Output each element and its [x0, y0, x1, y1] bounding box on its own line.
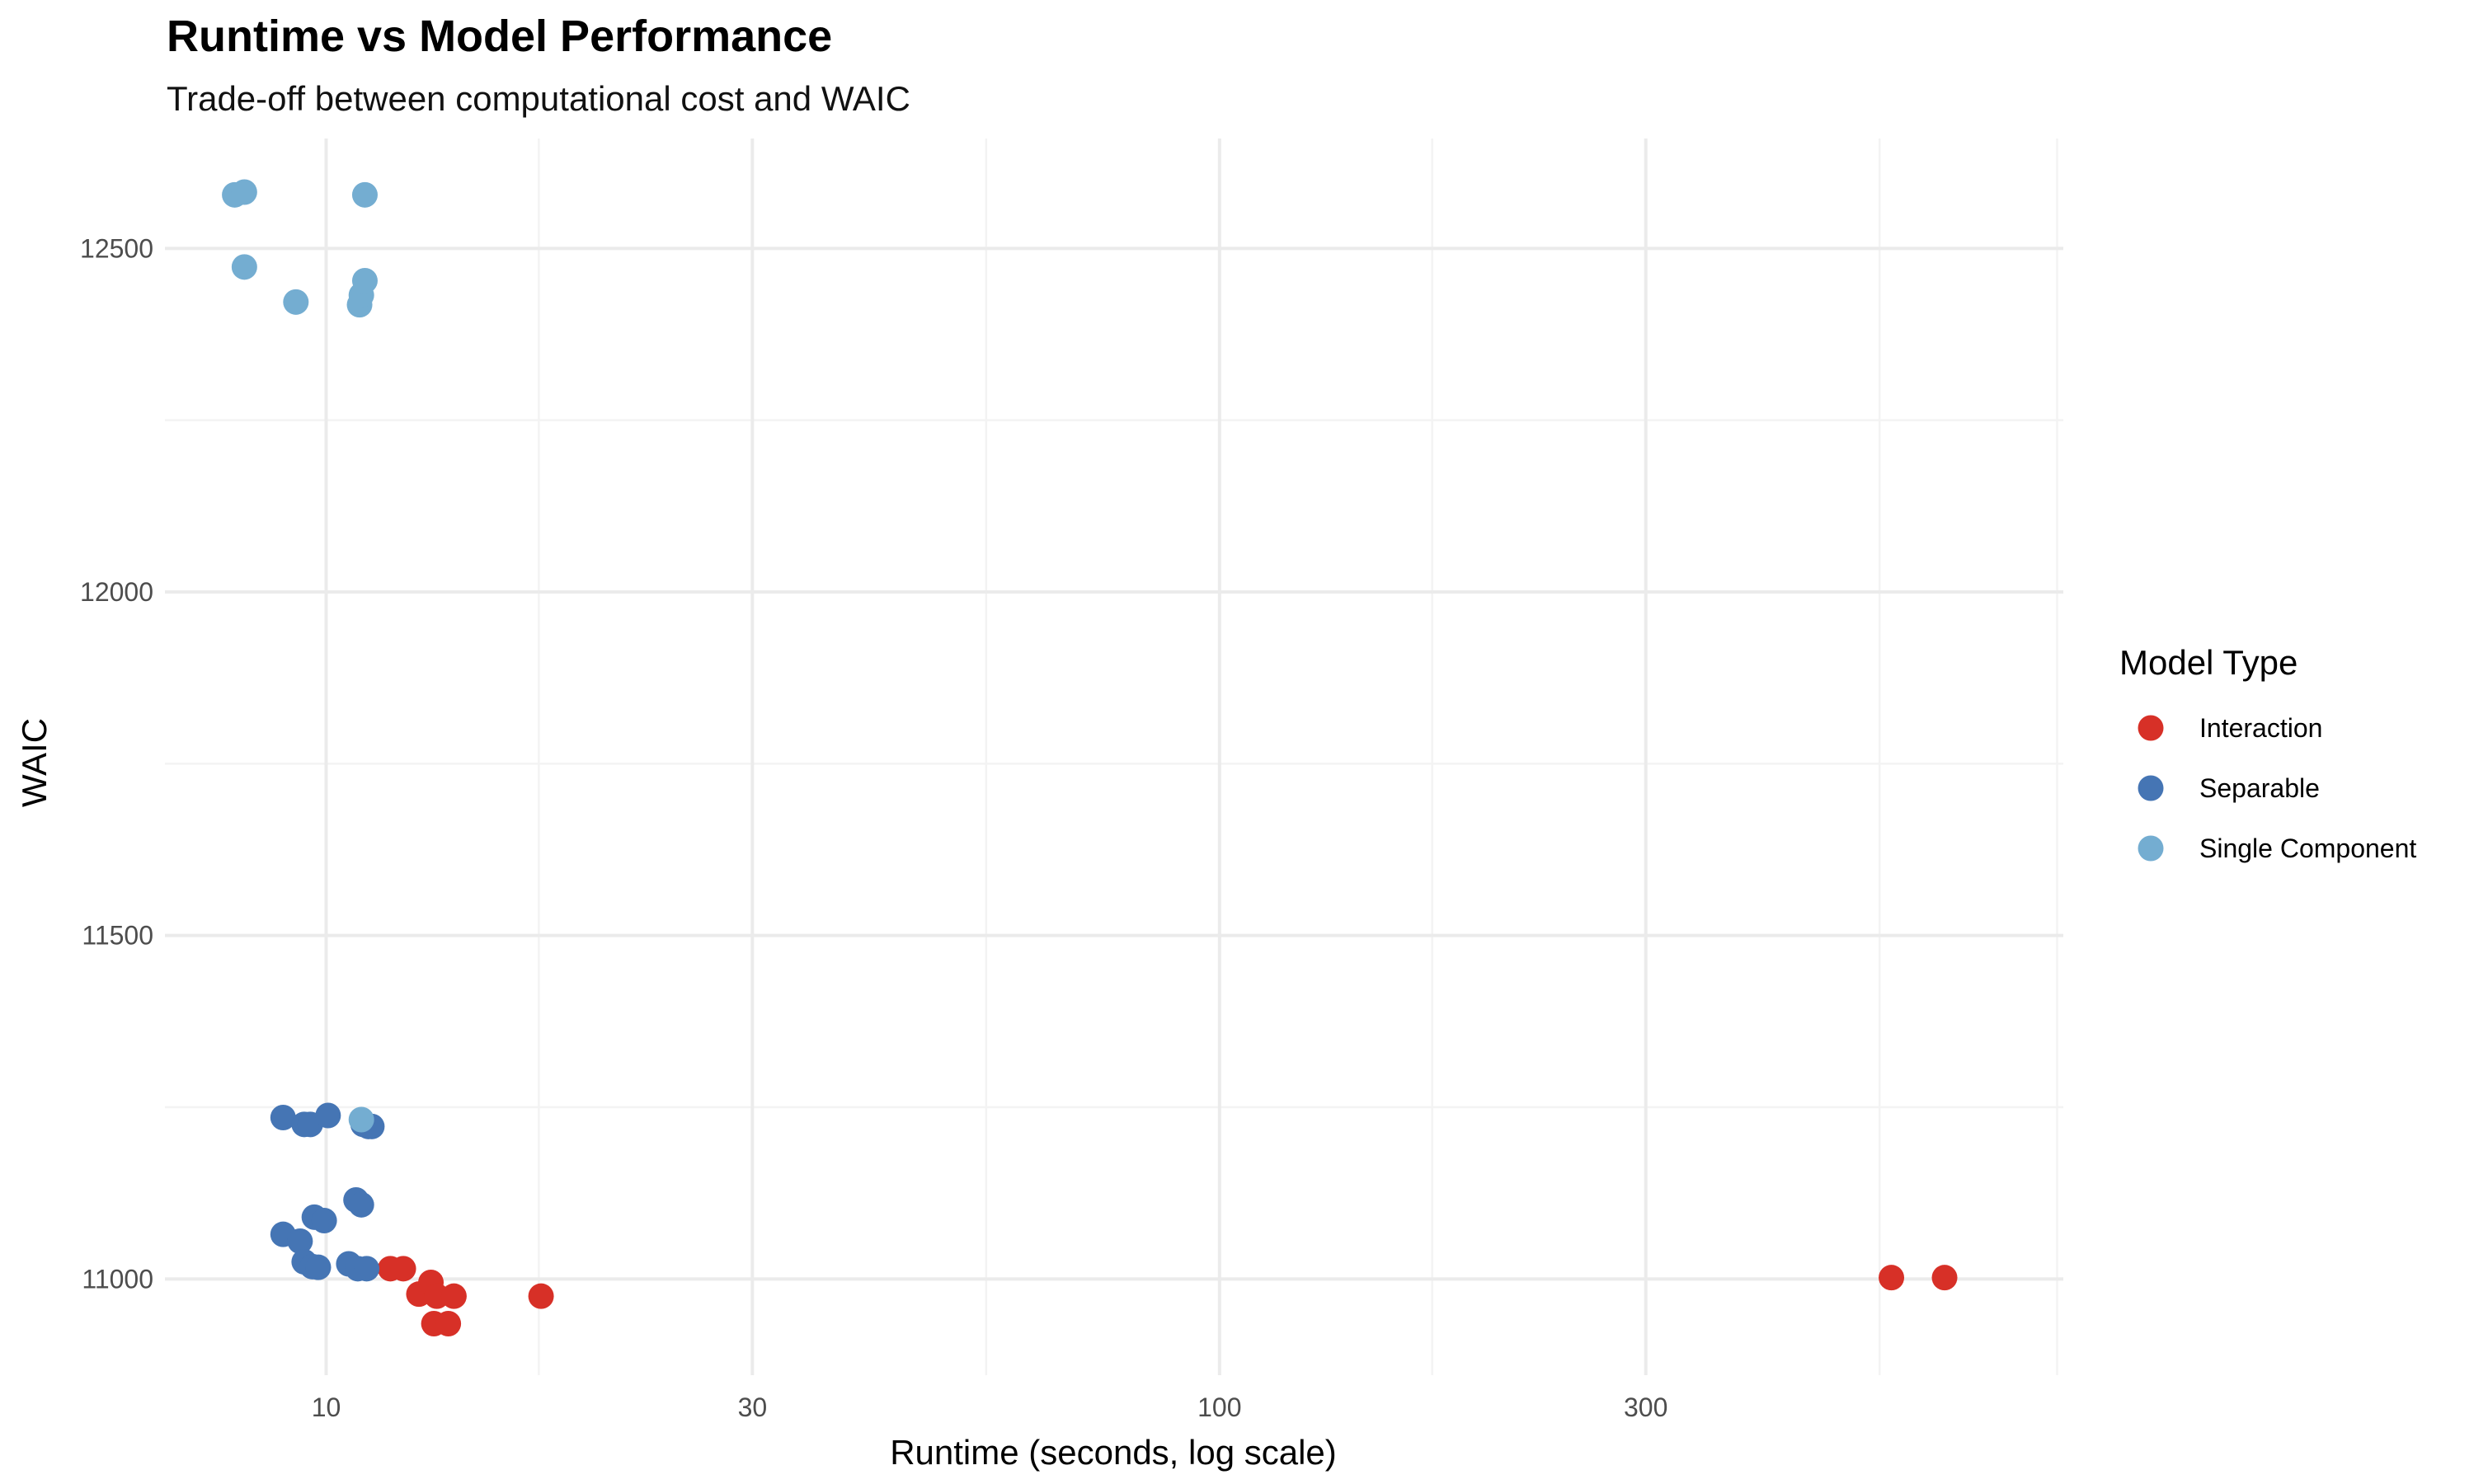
series-single-component — [222, 179, 378, 1133]
legend-items: Interaction Separable Single Component — [2138, 713, 2416, 863]
chart-title: Runtime vs Model Performance — [167, 12, 832, 61]
legend-label: Separable — [2199, 773, 2320, 803]
legend-key — [2138, 835, 2164, 862]
data-points — [222, 179, 1958, 1336]
data-point — [348, 1106, 374, 1133]
legend-item: Separable — [2138, 773, 2320, 803]
data-point — [390, 1256, 416, 1282]
legend-title: Model Type — [2119, 643, 2298, 682]
x-tick-label: 100 — [1197, 1392, 1241, 1422]
y-tick-label: 12000 — [80, 577, 153, 607]
data-point — [305, 1254, 332, 1280]
x-tick-label: 30 — [738, 1392, 768, 1422]
legend-key — [2138, 715, 2164, 741]
data-point — [351, 268, 378, 294]
data-point — [351, 181, 378, 208]
data-point — [270, 1105, 296, 1130]
data-point — [287, 1228, 313, 1254]
y-tick-label: 11500 — [82, 921, 153, 951]
data-point — [231, 254, 257, 280]
data-point — [348, 1191, 374, 1218]
y-tick-label: 12500 — [80, 233, 153, 263]
legend-key — [2138, 775, 2164, 801]
data-point — [1879, 1265, 1905, 1291]
x-axis-ticks: 10 30 100 300 — [312, 1392, 1668, 1422]
data-point — [315, 1102, 341, 1129]
legend-item: Interaction — [2138, 713, 2322, 743]
data-point — [283, 289, 309, 315]
data-point — [528, 1283, 554, 1309]
data-point — [231, 179, 257, 205]
data-point — [435, 1311, 462, 1336]
legend-item: Single Component — [2138, 834, 2416, 863]
data-point — [354, 1256, 380, 1282]
data-point — [1931, 1265, 1958, 1291]
data-point — [311, 1208, 337, 1233]
grid-lines — [165, 139, 2063, 1375]
series-interaction — [377, 1256, 1958, 1336]
legend: Model Type Interaction Separable Single Co… — [2119, 643, 2416, 863]
chart-subtitle: Trade-off between computational cost and… — [167, 79, 910, 118]
legend-label: Interaction — [2199, 713, 2322, 743]
legend-label: Single Component — [2199, 834, 2416, 863]
y-axis-ticks: 11000 11500 12000 12500 — [80, 233, 153, 1294]
y-tick-label: 11000 — [82, 1264, 153, 1294]
x-tick-label: 10 — [312, 1392, 341, 1422]
x-tick-label: 300 — [1624, 1392, 1667, 1422]
y-axis-title: WAIC — [15, 718, 54, 807]
x-axis-title: Runtime (seconds, log scale) — [890, 1433, 1337, 1472]
series-separable — [270, 1102, 385, 1282]
plot-panel — [165, 139, 2063, 1375]
data-point — [440, 1283, 467, 1309]
